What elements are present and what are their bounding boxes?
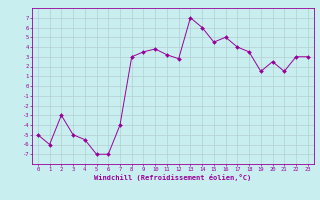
X-axis label: Windchill (Refroidissement éolien,°C): Windchill (Refroidissement éolien,°C) — [94, 174, 252, 181]
